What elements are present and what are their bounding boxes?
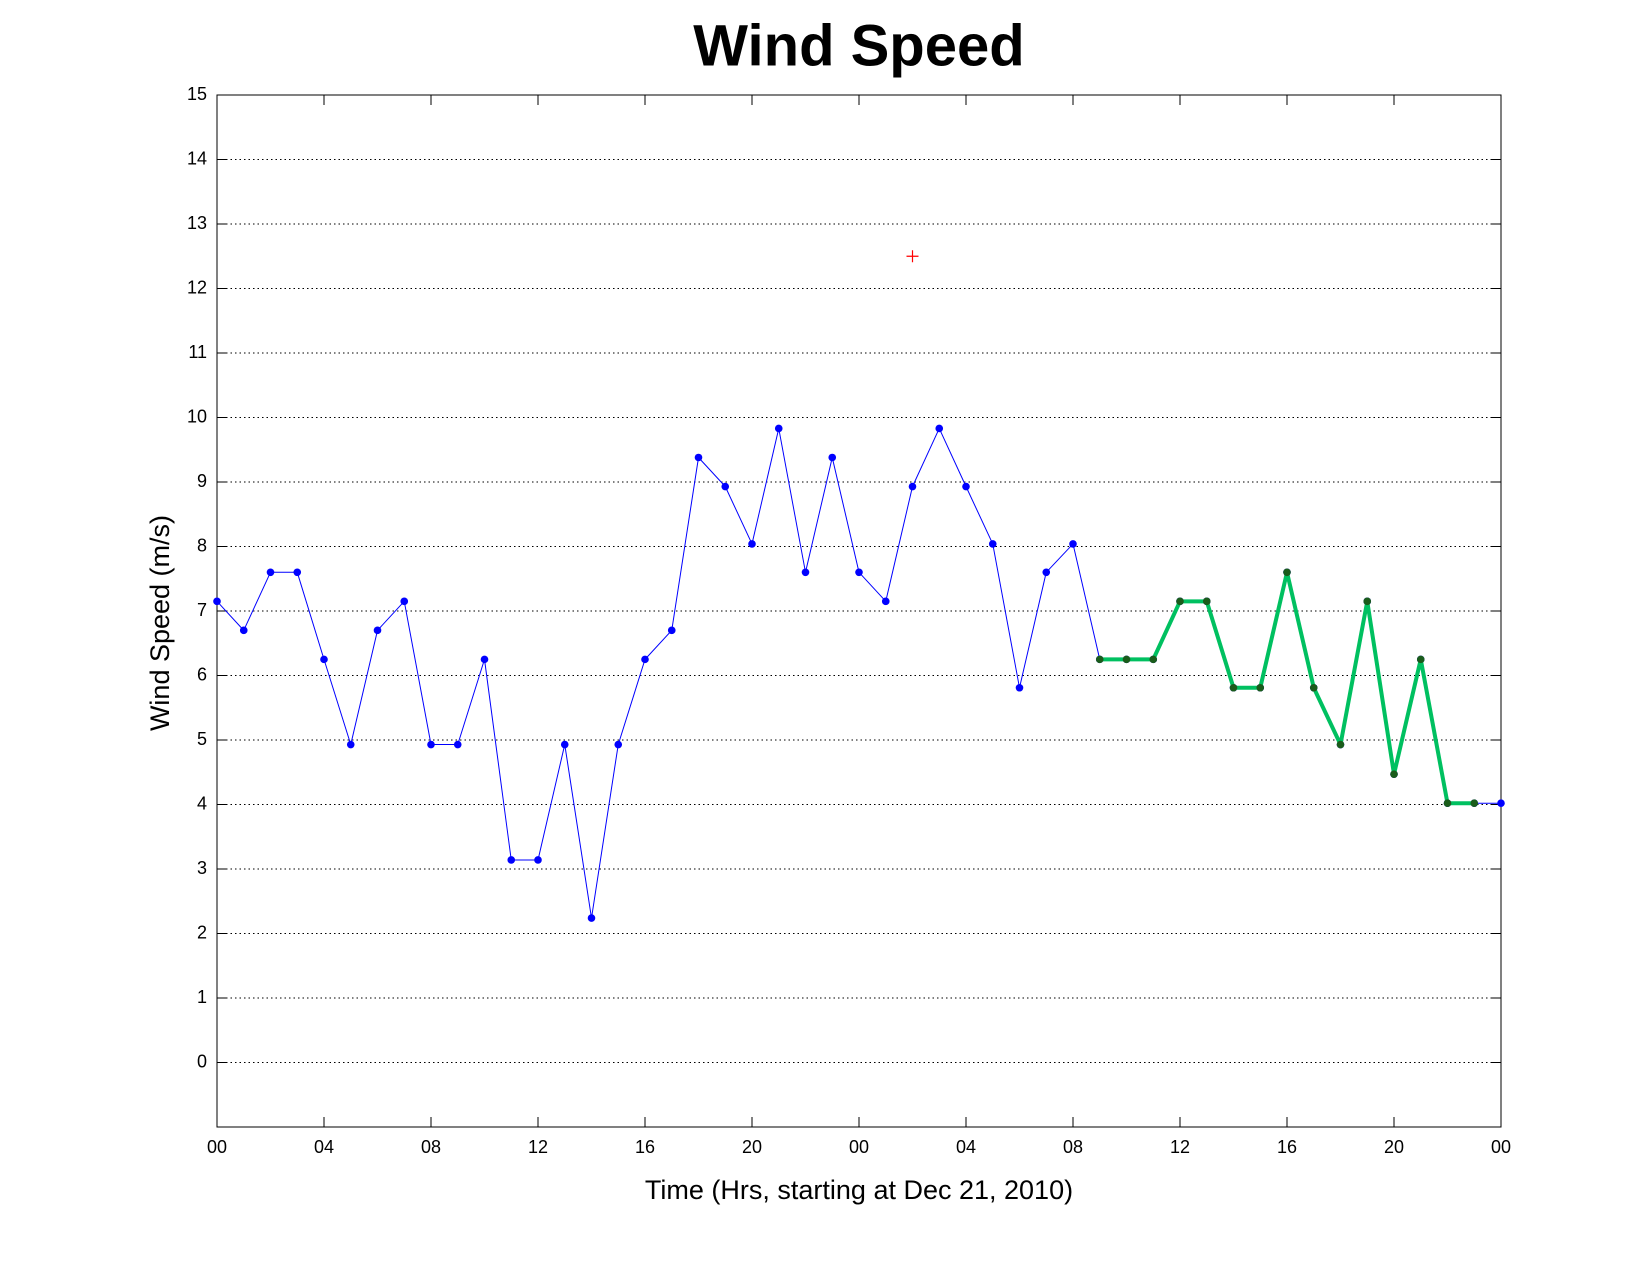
y-tick-label: 0 xyxy=(197,1051,207,1071)
marker xyxy=(427,740,435,749)
marker xyxy=(774,424,783,433)
x-tick-label: 08 xyxy=(421,1137,441,1157)
marker xyxy=(1283,568,1291,577)
marker xyxy=(1497,799,1505,808)
marker xyxy=(694,453,703,462)
marker xyxy=(320,655,328,664)
y-tick-label: 6 xyxy=(197,664,207,684)
marker xyxy=(534,856,542,864)
marker xyxy=(1069,540,1077,548)
y-axis-title: Wind Speed (m/s) xyxy=(145,515,175,731)
x-tick-label: 04 xyxy=(956,1137,976,1157)
y-tick-label: 15 xyxy=(187,84,207,104)
marker xyxy=(614,740,623,749)
marker xyxy=(239,626,248,635)
y-tick-label: 2 xyxy=(197,922,207,942)
y-tick-label: 7 xyxy=(197,600,207,620)
marker xyxy=(881,597,890,606)
marker xyxy=(1336,740,1345,749)
marker xyxy=(1176,597,1184,606)
x-tick-label: 20 xyxy=(1384,1137,1404,1157)
x-tick-label: 00 xyxy=(1491,1137,1511,1157)
y-tick-label: 4 xyxy=(197,793,207,813)
x-tick-label: 20 xyxy=(742,1137,762,1157)
marker xyxy=(1202,597,1211,606)
marker xyxy=(962,482,970,491)
plot-frame xyxy=(216,94,1502,1128)
marker xyxy=(1309,683,1318,692)
x-tick-label: 04 xyxy=(314,1137,334,1157)
y-tick-label: 11 xyxy=(188,342,207,362)
marker xyxy=(1042,568,1051,577)
y-tick-label: 9 xyxy=(197,471,207,491)
x-tick-label: 12 xyxy=(528,1137,548,1157)
marker xyxy=(266,568,275,577)
marker xyxy=(400,597,409,606)
marker xyxy=(667,626,676,635)
marker xyxy=(1443,799,1452,808)
x-tick-label: 16 xyxy=(635,1137,655,1157)
marker xyxy=(906,250,919,263)
x-tick-label: 16 xyxy=(1277,1137,1297,1157)
y-tick-label: 14 xyxy=(187,148,207,168)
marker xyxy=(1363,597,1372,606)
marker xyxy=(587,914,596,922)
y-tick-label: 3 xyxy=(197,858,207,878)
y-tick-label: 10 xyxy=(187,406,207,426)
marker xyxy=(908,482,917,491)
y-tick-label: 5 xyxy=(197,729,207,749)
x-tick-label: 00 xyxy=(207,1137,227,1157)
marker xyxy=(1470,799,1479,808)
marker xyxy=(1015,683,1024,692)
marker xyxy=(721,482,730,491)
marker xyxy=(1149,655,1158,664)
y-tick-label: 1 xyxy=(197,987,207,1007)
marker xyxy=(560,740,569,749)
marker xyxy=(293,568,302,577)
y-tick-label: 8 xyxy=(197,535,207,555)
marker xyxy=(1416,655,1425,664)
x-axis-title: Time (Hrs, starting at Dec 21, 2010) xyxy=(645,1175,1073,1205)
marker xyxy=(988,540,997,548)
marker xyxy=(1256,683,1265,692)
marker xyxy=(801,568,810,577)
y-tick-label: 12 xyxy=(187,277,207,297)
marker xyxy=(1390,770,1398,778)
marker xyxy=(828,453,837,462)
marker xyxy=(480,655,489,664)
marker xyxy=(748,540,756,548)
marker xyxy=(1095,655,1104,664)
marker xyxy=(935,424,944,433)
x-tick-label: 08 xyxy=(1063,1137,1083,1157)
marker xyxy=(1122,655,1131,664)
marker xyxy=(1229,683,1238,692)
x-tick-label: 00 xyxy=(849,1137,869,1157)
y-tick-label: 13 xyxy=(187,213,207,233)
marker xyxy=(855,568,863,577)
marker xyxy=(507,856,516,864)
marker xyxy=(213,597,221,606)
marker xyxy=(641,655,649,664)
x-tick-label: 12 xyxy=(1170,1137,1190,1157)
marker xyxy=(373,626,382,635)
marker xyxy=(346,740,355,749)
marker xyxy=(453,740,462,749)
chart-title: Wind Speed xyxy=(693,13,1024,78)
